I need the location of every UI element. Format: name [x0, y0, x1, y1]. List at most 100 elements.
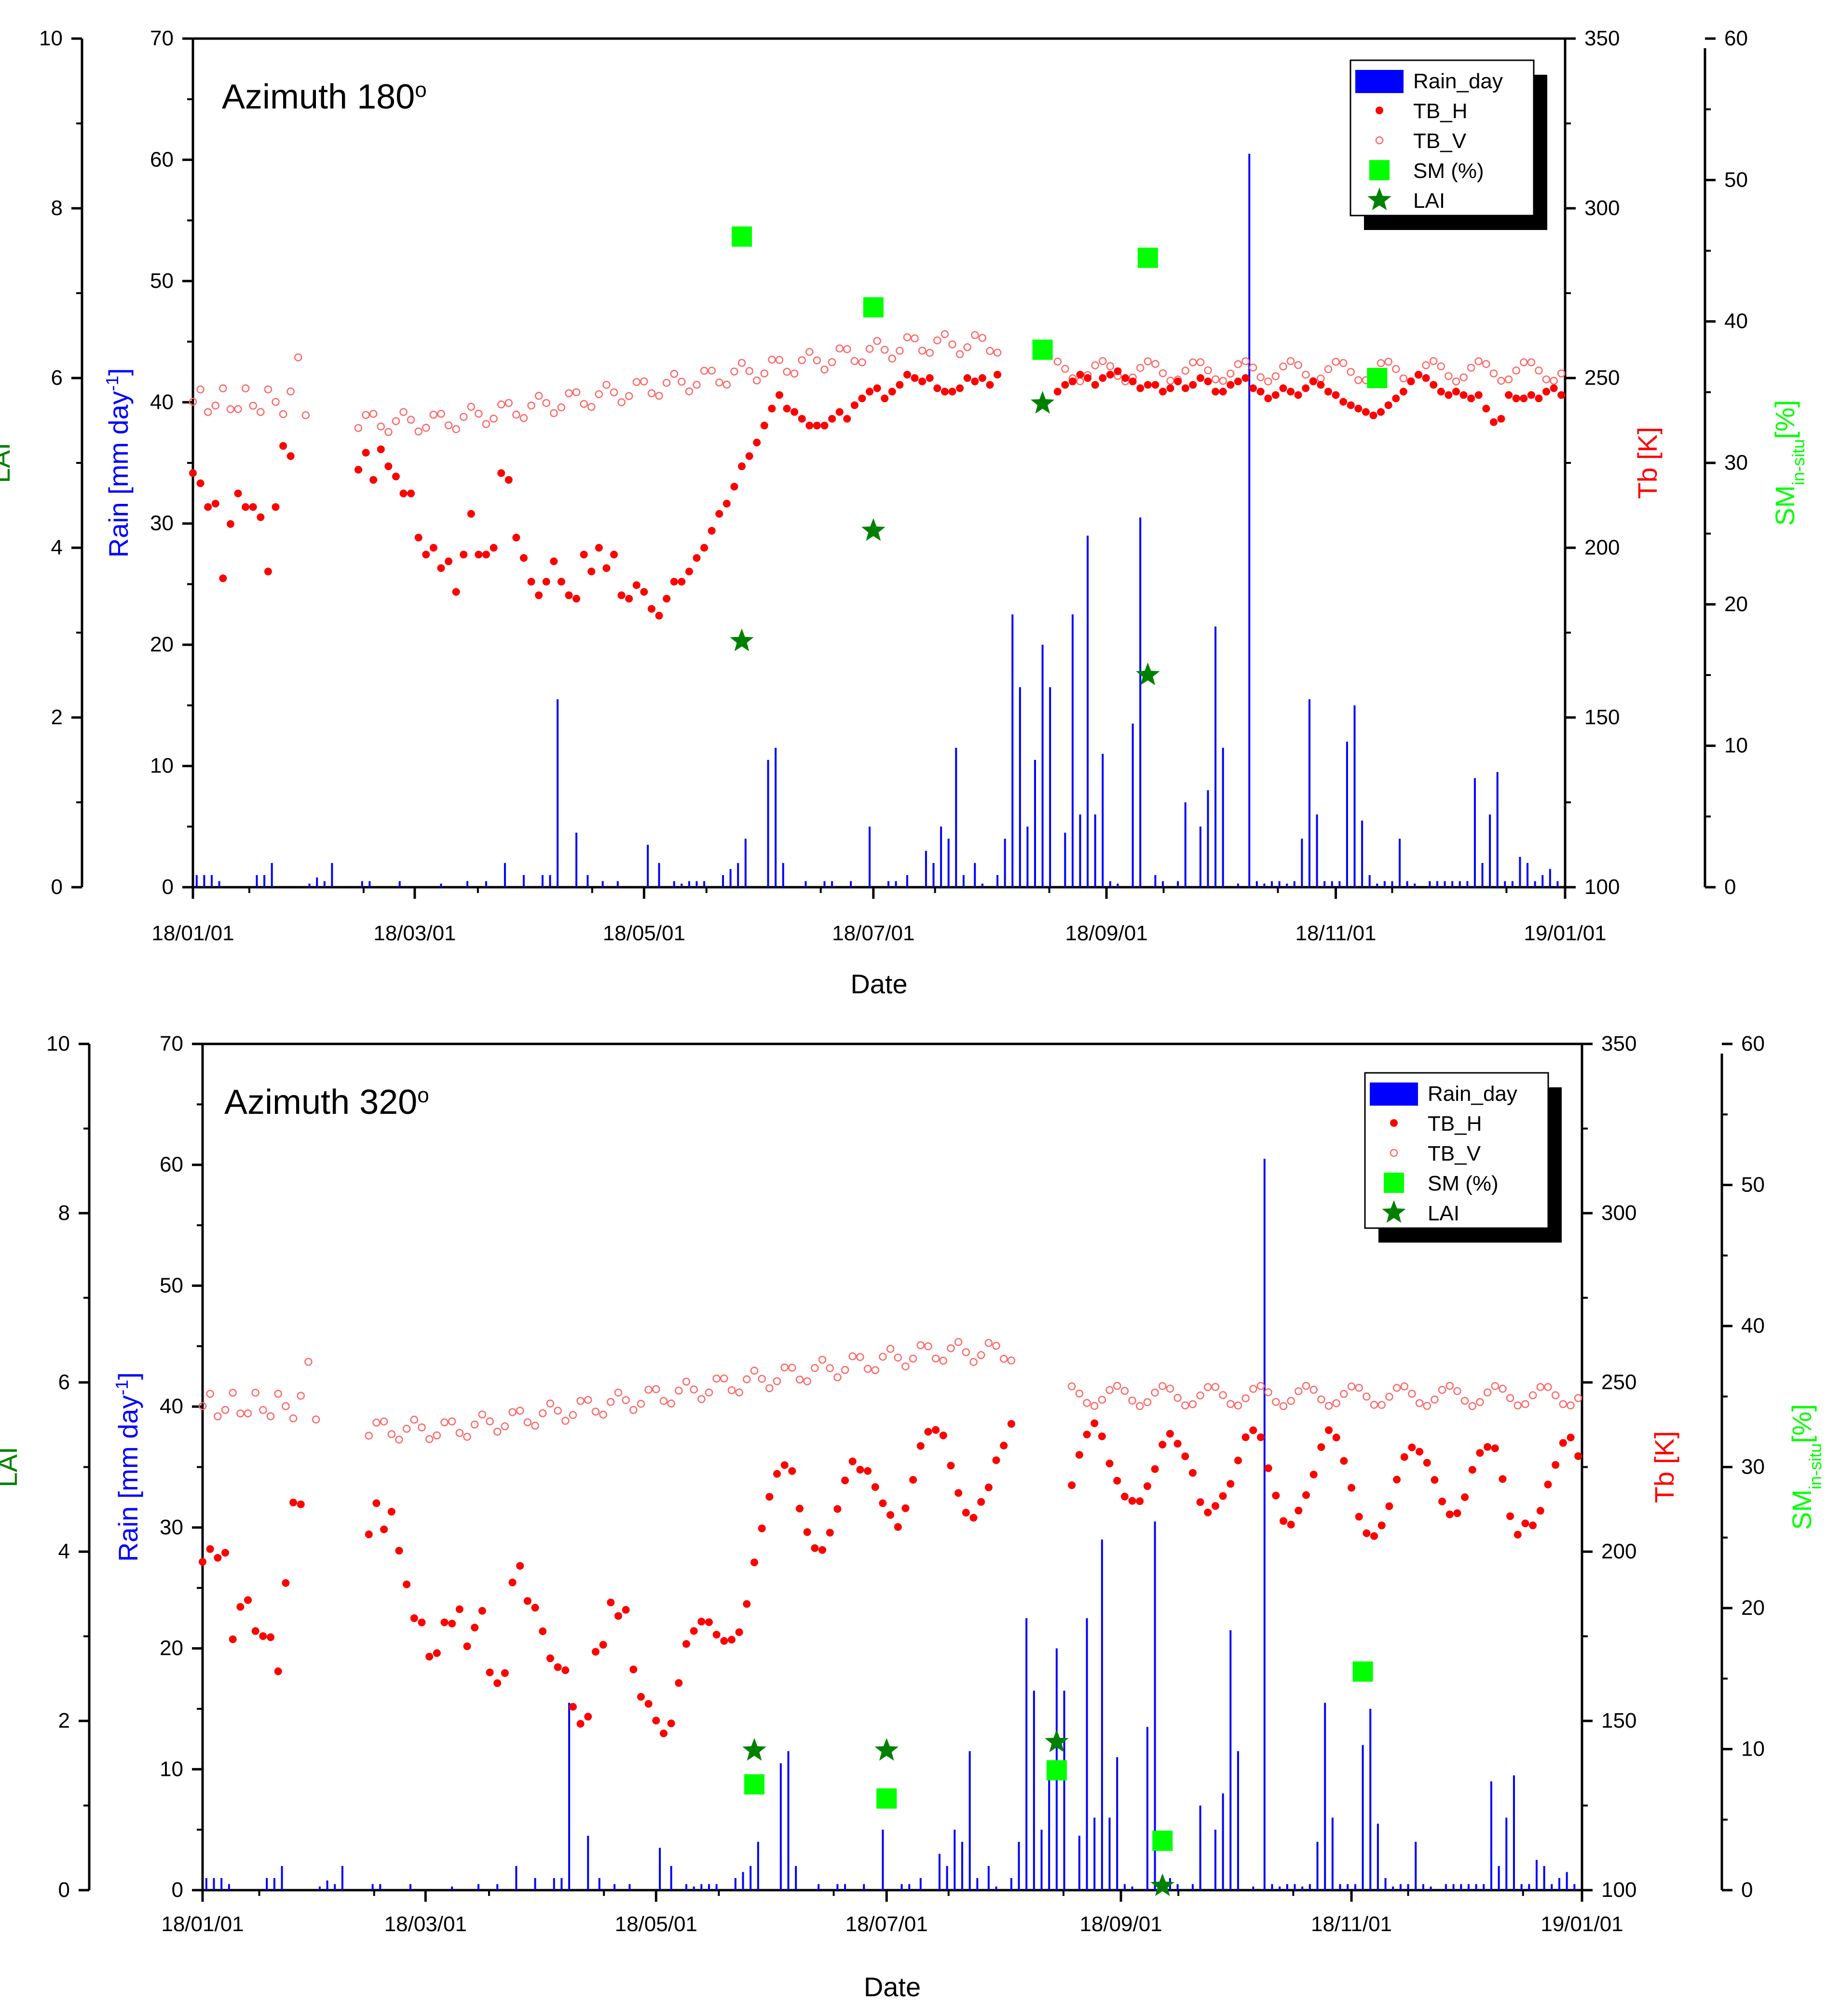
tb-h-point: [569, 1703, 577, 1711]
tb-v-point: [512, 410, 520, 419]
tb-h-point: [1535, 394, 1543, 403]
tb-v-point: [644, 1386, 653, 1394]
tb-h-point: [1091, 381, 1099, 389]
rain-tick-label: 60: [160, 1153, 183, 1177]
tb-v-point: [1204, 366, 1212, 375]
tb-h-point: [1339, 398, 1348, 406]
rain-tick-label: 10: [150, 754, 174, 778]
lai-tick-label: 4: [51, 536, 63, 559]
tb-v-point: [894, 1353, 902, 1362]
tb-tick-label: 200: [1584, 536, 1620, 559]
legend-swatch-tbv: [1390, 1149, 1398, 1157]
tb-v-point: [858, 358, 866, 366]
tb-h-point: [977, 1498, 985, 1506]
tb-v-point: [1423, 1402, 1431, 1410]
tb-v-point: [282, 1402, 290, 1410]
tb-h-point: [1499, 1475, 1507, 1483]
legend-swatch-tbh: [1390, 1119, 1398, 1127]
tb-v-point: [788, 1364, 796, 1372]
tb-v-point: [534, 392, 543, 400]
tb-v-point: [880, 346, 889, 354]
tb-h-point: [1143, 1482, 1151, 1490]
tb-v-point: [1196, 358, 1205, 366]
tb-h-point: [820, 421, 829, 430]
tb-v-point: [1489, 369, 1498, 378]
tb-v-point: [467, 403, 476, 411]
tb-h-point: [561, 1666, 570, 1674]
tb-h-point: [992, 1456, 1000, 1464]
tb-v-point: [1271, 372, 1280, 380]
rain-tick-label: 70: [150, 27, 174, 50]
tb-v-point: [234, 405, 242, 413]
tb-h-point: [1136, 384, 1145, 392]
tb-h-point: [557, 578, 565, 586]
tb-h-point: [1234, 1456, 1242, 1464]
tb-v-point: [1061, 365, 1069, 373]
rain-axis-title-sup: -1: [102, 376, 122, 391]
tb-v-point: [1136, 364, 1145, 372]
tb-tick-label: 100: [1584, 875, 1620, 899]
tb-v-point: [1158, 1382, 1167, 1390]
tb-v-point: [1513, 1401, 1522, 1410]
tb-h-point: [1415, 370, 1423, 379]
tb-h-point: [1272, 1491, 1280, 1500]
tb-h-point: [1000, 1442, 1008, 1450]
tb-h-point: [523, 1597, 532, 1605]
tb-h-point: [1355, 1513, 1363, 1521]
tb-v-point: [274, 1390, 282, 1398]
tb-h-point: [1370, 1532, 1378, 1540]
tb-v-point: [392, 417, 400, 425]
tb-h-point: [1068, 1481, 1076, 1489]
sm-point: [744, 1774, 764, 1795]
tb-h-point: [1317, 381, 1325, 389]
rain-axis-title: Rain [mm day-1]: [102, 368, 134, 557]
tb-h-point: [663, 595, 671, 603]
rain-tick-label: 60: [150, 148, 174, 171]
tb-v-point: [1445, 372, 1453, 380]
lai-point: [1136, 663, 1160, 685]
tb-v-point: [1384, 357, 1392, 366]
tb-h-point: [805, 421, 814, 430]
tb-h-point: [414, 533, 423, 541]
lai-point: [730, 628, 754, 651]
tb-h-point: [682, 1640, 690, 1648]
sm-tick-label: 20: [1724, 592, 1748, 616]
tb-v-point: [1067, 1382, 1076, 1391]
tb-h-point: [595, 544, 603, 552]
tb-h-point: [516, 1562, 524, 1570]
tb-h-point: [1099, 374, 1107, 382]
tb-tick-label: 350: [1584, 27, 1620, 50]
tb-h-point: [204, 503, 212, 511]
tb-v-point: [377, 422, 385, 431]
tb-v-point: [768, 355, 776, 364]
tb-h-point: [1136, 1497, 1144, 1505]
tb-v-point: [1219, 1391, 1227, 1399]
tb-h-point: [798, 415, 806, 423]
tb-h-point: [1144, 381, 1152, 389]
tb-h-point: [297, 1500, 305, 1508]
tb-v-point: [873, 337, 881, 345]
tb-v-point: [818, 1355, 827, 1364]
tb-h-point: [723, 500, 731, 508]
tb-h-point: [655, 611, 663, 620]
tb-h-point: [1076, 370, 1084, 379]
tb-h-point: [1521, 1519, 1529, 1528]
tb-v-point: [602, 380, 611, 389]
tb-v-point: [312, 1415, 320, 1424]
tb-h-point: [738, 462, 746, 471]
lai-tick-label: 0: [51, 875, 63, 899]
tb-v-point: [452, 425, 460, 433]
tb-v-point: [617, 398, 626, 406]
tb-v-point: [1391, 365, 1400, 373]
rain-tick-label: 50: [160, 1273, 183, 1297]
tb-h-point: [926, 374, 934, 382]
tb-v-point: [750, 1367, 759, 1375]
tb-h-point: [448, 1620, 456, 1628]
tb-v-point: [304, 1358, 313, 1366]
tb-h-point: [617, 591, 626, 599]
tb-h-point: [1204, 1508, 1212, 1516]
sm-axis-title-sub: in-situ: [1805, 1443, 1825, 1489]
tb-h-point: [888, 388, 896, 396]
tb-h-point: [962, 1509, 970, 1517]
tb-h-point: [986, 381, 994, 389]
